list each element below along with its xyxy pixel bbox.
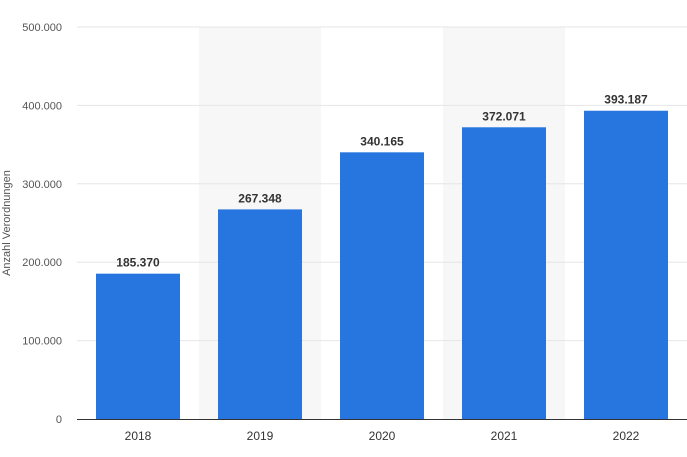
x-tick-label-2022: 2022	[613, 429, 640, 443]
data-labels: 185.370 267.348 340.165 372.071 393.187	[116, 93, 648, 270]
data-label-2020: 340.165	[360, 134, 404, 148]
x-tick-label-2018: 2018	[125, 429, 152, 443]
x-tick-label-2021: 2021	[491, 429, 518, 443]
y-tick-label: 300.000	[22, 179, 62, 191]
bar-2021[interactable]	[462, 127, 546, 420]
x-tick-label-2019: 2019	[247, 429, 274, 443]
x-tick-labels: 2018 2019 2020 2021 2022	[125, 429, 640, 443]
bar-2018[interactable]	[96, 273, 180, 419]
x-tick-label-2020: 2020	[369, 429, 396, 443]
y-tick-labels: 0 100.000 200.000 300.000 400.000 500.000	[22, 22, 62, 426]
y-tick-label: 100.000	[22, 336, 62, 348]
data-label-2021: 372.071	[482, 109, 526, 123]
bar-2019[interactable]	[218, 209, 302, 419]
y-tick-label: 200.000	[22, 257, 62, 269]
y-axis-label: Anzahl Verordnungen	[1, 170, 13, 276]
bar-2022[interactable]	[584, 110, 668, 419]
y-tick-label: 0	[56, 414, 62, 426]
data-label-2018: 185.370	[116, 256, 160, 270]
y-tick-label: 500.000	[22, 22, 62, 34]
data-label-2022: 393.187	[604, 93, 648, 107]
bars	[96, 110, 668, 420]
y-tick-label: 400.000	[22, 100, 62, 112]
data-label-2019: 267.348	[238, 191, 282, 205]
bar-2020[interactable]	[340, 152, 424, 419]
